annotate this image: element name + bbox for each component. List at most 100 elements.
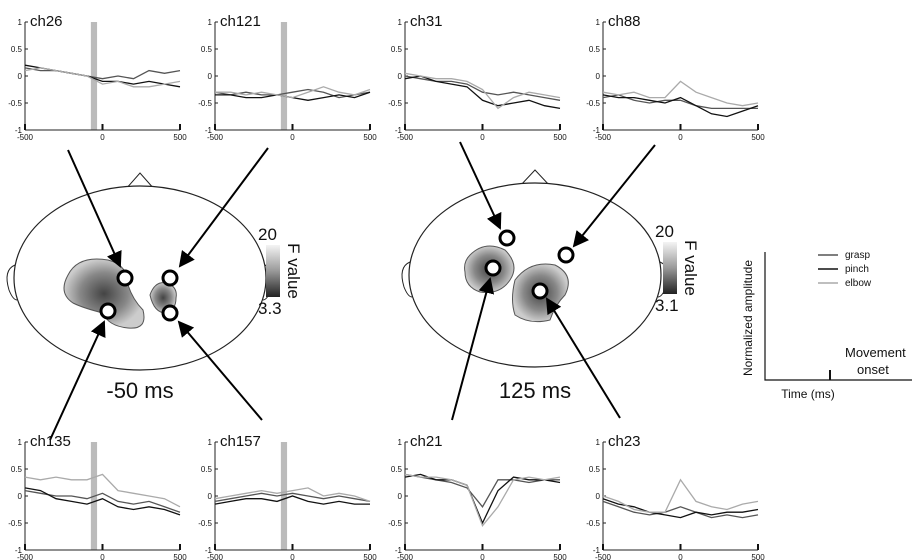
chart-title: ch88	[608, 13, 641, 30]
y-tick-label: 0	[596, 492, 601, 501]
series-line	[215, 488, 370, 502]
x-tick-label: 500	[173, 553, 187, 560]
y-tick-label: -0.5	[8, 519, 22, 528]
x-tick-label: -500	[207, 133, 224, 142]
time-label: -50 ms	[106, 378, 173, 403]
y-tick-label: 1	[18, 18, 23, 27]
colorbar	[266, 245, 280, 297]
x-tick-label: -500	[17, 133, 34, 142]
series-line	[25, 474, 180, 506]
series-line	[25, 491, 180, 513]
colorbar-label: F value	[681, 240, 700, 296]
y-tick-label: -0.5	[586, 99, 600, 108]
line-chart: 10.50-0.5-1-5000500ch23	[586, 433, 765, 560]
x-tick-label: 500	[751, 553, 765, 560]
y-tick-label: 1	[398, 18, 403, 27]
time-label: 125 ms	[499, 378, 571, 403]
x-tick-label: 0	[100, 553, 105, 560]
y-tick-label: -0.5	[198, 99, 212, 108]
y-tick-label: 0.5	[11, 465, 23, 474]
chart-title: ch23	[608, 433, 641, 450]
y-tick-label: 0	[18, 492, 23, 501]
legend-label: pinch	[845, 264, 869, 275]
chart-title: ch135	[30, 433, 71, 450]
y-tick-label: 0.5	[11, 45, 23, 54]
y-tick-label: 1	[18, 438, 23, 447]
x-tick-label: 500	[553, 133, 567, 142]
y-tick-label: 0.5	[391, 465, 403, 474]
annotation: onset	[857, 362, 889, 377]
colorbar-max: 20	[655, 222, 674, 241]
legend-xlabel: Time (ms)	[781, 387, 835, 401]
x-tick-label: 0	[290, 553, 295, 560]
colorbar-label: F value	[284, 243, 303, 299]
y-tick-label: 0.5	[589, 45, 601, 54]
legend-schematic: Normalized amplitude Time (ms) Movement …	[741, 252, 912, 401]
shade	[281, 22, 287, 130]
shade	[281, 442, 287, 550]
series-line	[603, 501, 758, 517]
y-tick-label: -0.5	[586, 519, 600, 528]
y-tick-label: 0	[596, 72, 601, 81]
y-tick-label: 0	[398, 492, 403, 501]
y-tick-label: 0	[208, 492, 213, 501]
x-tick-label: 0	[290, 133, 295, 142]
y-tick-label: -0.5	[388, 519, 402, 528]
colorbar-max: 20	[258, 225, 277, 244]
series-line	[603, 95, 758, 117]
series-line	[405, 474, 560, 525]
y-tick-label: 0.5	[589, 465, 601, 474]
x-tick-label: -500	[397, 133, 414, 142]
y-tick-label: 0.5	[201, 45, 213, 54]
y-tick-label: -0.5	[388, 99, 402, 108]
y-tick-label: 1	[398, 438, 403, 447]
x-tick-label: 500	[363, 133, 377, 142]
chart-title: ch157	[220, 433, 261, 450]
x-tick-label: -500	[595, 133, 612, 142]
chart-title: ch121	[220, 13, 261, 30]
y-tick-label: 0	[208, 72, 213, 81]
x-tick-label: 500	[751, 133, 765, 142]
chart-title: ch26	[30, 13, 63, 30]
series-line	[603, 81, 758, 105]
x-tick-label: 500	[363, 553, 377, 560]
legend-label: elbow	[845, 278, 872, 289]
x-tick-label: 0	[678, 133, 683, 142]
y-tick-label: 1	[596, 18, 601, 27]
y-tick-label: -0.5	[8, 99, 22, 108]
chart-title: ch21	[410, 433, 443, 450]
x-tick-label: -500	[397, 553, 414, 560]
topomap-left: 20 3.3 F value -50 ms	[7, 148, 303, 440]
annotation: Movement	[845, 345, 906, 360]
x-tick-label: -500	[207, 553, 224, 560]
y-tick-label: 0	[18, 72, 23, 81]
colorbar-min: 3.3	[258, 299, 282, 318]
shade	[91, 22, 97, 130]
y-tick-label: 0.5	[391, 45, 403, 54]
y-tick-label: 1	[208, 18, 213, 27]
x-tick-label: 0	[100, 133, 105, 142]
y-tick-label: 0	[398, 72, 403, 81]
colorbar-min: 3.1	[655, 296, 679, 315]
x-tick-label: -500	[17, 553, 34, 560]
y-tick-label: 1	[596, 438, 601, 447]
y-tick-label: -0.5	[198, 519, 212, 528]
series-line	[405, 76, 560, 100]
x-tick-label: 0	[480, 133, 485, 142]
x-tick-label: -500	[595, 553, 612, 560]
x-tick-label: 0	[678, 553, 683, 560]
chart-title: ch31	[410, 13, 443, 30]
x-tick-label: 0	[480, 553, 485, 560]
topomap-right: 20 3.1 F value 125 ms	[402, 142, 700, 420]
figure: 20 3.3 F value -50 ms 20 3.1 F value 125…	[0, 0, 924, 560]
x-tick-label: 500	[553, 553, 567, 560]
legend-ylabel: Normalized amplitude	[741, 260, 755, 376]
x-tick-label: 500	[173, 133, 187, 142]
y-tick-label: 0.5	[201, 465, 213, 474]
